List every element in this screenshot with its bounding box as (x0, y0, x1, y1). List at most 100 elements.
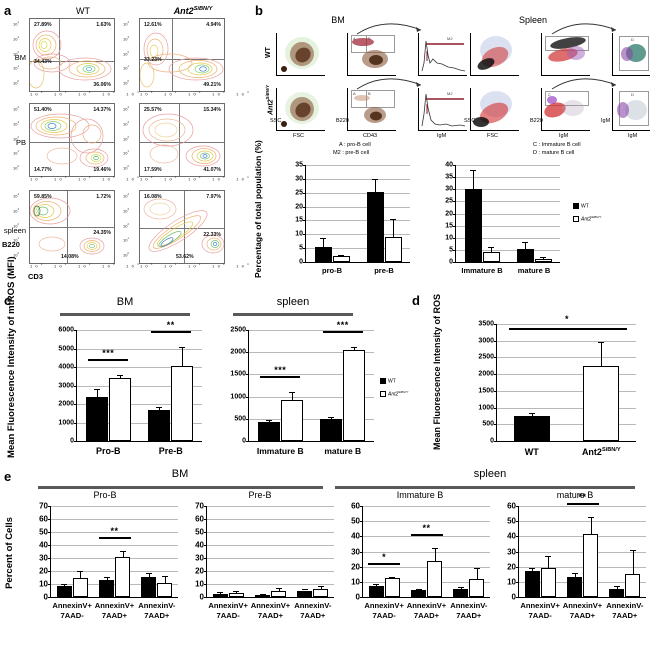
y-tick-label: 40 (195, 540, 204, 550)
bar-ant2 (384, 578, 400, 597)
quadrant-pct: 19.46% (93, 167, 111, 173)
y-tick-label: 0 (511, 592, 516, 602)
bar-wt (314, 247, 332, 262)
legend-swatch-ant2 (573, 216, 579, 223)
y-tick-label: 0 (355, 592, 360, 602)
category-label: AnnexinV+ 7AAD+ (250, 601, 291, 620)
dotplot-spleen-wt-fsc-ssc[interactable] (470, 33, 519, 76)
gridline (249, 352, 374, 354)
y-tick-mark (360, 506, 363, 507)
y-tick-label: 5 (299, 244, 303, 252)
dotplot-spleen-ant2-igm-2[interactable]: D (612, 88, 650, 131)
error-bar-cap (265, 419, 272, 421)
flow-plot-spleen-ant2[interactable]: 16.08% 7.97% 53.62% 22.33% (139, 190, 225, 264)
quadrant-pct: 14.08% (61, 254, 79, 260)
y-tick-mark (48, 597, 51, 598)
gridline (456, 201, 560, 203)
y-tick-mark (453, 249, 456, 251)
category-label: AnnexinV+ 7AAD+ (562, 601, 603, 620)
quadrant-pct: 1.72% (96, 194, 111, 200)
dotplot-bm-wt-cd43-b220[interactable]: A B (347, 33, 396, 76)
dotplot-spleen-wt-igm-2[interactable]: D (612, 33, 650, 76)
y-tick-label: 2000 (58, 400, 74, 408)
significance-bar (368, 562, 401, 565)
y-tick-label: 0 (299, 258, 303, 266)
y-tick-label: 0 (43, 592, 48, 602)
dotplot-spleen-ant2-fsc-ssc[interactable] (470, 88, 519, 131)
histogram-bm-ant2-igm[interactable]: M2 (418, 88, 467, 131)
y-tick-mark (303, 248, 306, 250)
y-tick-mark (204, 597, 207, 598)
panel-e-chart-pro-b: 0 10 20 30 40 50 60 70 AnnexinV+ 7AAD- AnnexinV+ 7A… (22, 502, 182, 645)
quadrant-pct: 12.61% (144, 22, 162, 28)
flow-plot-pb-wt[interactable]: 51.40% 14.37% 14.77% 19.46% (29, 103, 115, 177)
histogram-bm-wt-igm[interactable]: M2 (418, 33, 467, 76)
error-bar-cap (389, 576, 396, 578)
error-bar (531, 413, 533, 416)
flow-plot-pb-ant2[interactable]: 25.57% 15.34% 17.59% 41.07% (139, 103, 225, 177)
legend-swatch-wt (573, 203, 579, 209)
y-tick-mark (360, 597, 363, 598)
panel-b-letter: b (255, 3, 263, 18)
gridline (51, 532, 178, 533)
gate-letter-b: B (368, 91, 371, 96)
gate-d-box[interactable] (619, 36, 649, 71)
error-bar (323, 238, 324, 248)
bar-ant2 (157, 583, 173, 597)
panel-e: e BM spleen Pro-B Pre-B Immature B matur… (0, 468, 650, 645)
error-bar-cap (457, 586, 464, 588)
panel-a-xtick-bm-wt: 100 101 102 103 104 (30, 91, 142, 97)
gridline (497, 424, 636, 426)
dotplot-bm-ant2-fsc-ssc[interactable] (276, 88, 325, 131)
error-bar (148, 572, 150, 577)
y-tick-label: 10 (351, 577, 360, 587)
gate-c-box[interactable] (545, 91, 589, 106)
panel-a-x-axis-label: CD3 (28, 272, 44, 281)
bar-ant2 (171, 366, 194, 441)
category-label: pre-B (374, 266, 394, 275)
gridline (519, 536, 646, 538)
dotplot-bm-wt-fsc-ssc[interactable] (276, 33, 325, 76)
y-tick-mark (303, 262, 306, 263)
error-bar-cap (545, 556, 552, 558)
flow-plot-bm-ant2[interactable]: 12.61% 4.94% 33.23% 49.21% (139, 18, 225, 92)
panel-b-ylabel: Percentage of total population (%) (253, 140, 263, 278)
gridline (77, 404, 202, 405)
bar-wt (513, 415, 550, 441)
error-bar (320, 585, 322, 589)
gridline (207, 532, 334, 533)
panel-b-ssc-label-bm: SSC (270, 118, 282, 124)
quadrant-pct: 17.59% (144, 167, 162, 173)
gridline (497, 324, 636, 325)
y-tick-mark (453, 201, 456, 203)
gridline (51, 506, 178, 507)
y-tick-label: 2000 (478, 370, 494, 378)
quadrant-pct: 15.34% (203, 107, 221, 113)
flow-plot-bm-wt[interactable]: 27.89% 1.63% 34.43% 36.06% (29, 18, 115, 92)
gate-letter-a: A (353, 36, 356, 41)
error-bar-cap (217, 592, 224, 594)
y-tick-mark (494, 374, 497, 376)
panel-c-group-title-spleen: spleen (276, 296, 310, 308)
error-bar-cap (320, 238, 326, 240)
y-tick-label: 20 (195, 566, 204, 576)
significance-marker: ** (166, 319, 175, 330)
y-tick-label: 5000 (58, 345, 74, 352)
dotplot-spleen-ant2-igm-b220[interactable]: C (541, 88, 590, 131)
panel-e-group-underline-bm (38, 486, 323, 489)
gridline (306, 220, 410, 222)
y-tick-mark (516, 566, 519, 568)
flow-plot-spleen-wt[interactable]: 59.85% 1.72% 14.08% 24.35% (29, 190, 115, 264)
y-tick-mark (303, 165, 306, 166)
dotplot-spleen-wt-igm-b220[interactable] (541, 33, 590, 76)
gridline (363, 506, 490, 507)
y-tick-mark (303, 178, 306, 180)
error-bar-cap (390, 219, 396, 221)
error-bar-cap (61, 584, 68, 585)
error-bar (476, 568, 478, 579)
error-bar-cap (103, 577, 110, 579)
panel-a-ytick-bm-ant2: 104 103 102 101 100 (123, 21, 129, 86)
panel-a-xtick-pb-wt: 100 101 102 103 104 (30, 176, 142, 182)
dotplot-bm-ant2-cd43-b220[interactable]: A B (347, 88, 396, 131)
panel-b-igm-label-spleen-top: IgM (601, 118, 611, 124)
